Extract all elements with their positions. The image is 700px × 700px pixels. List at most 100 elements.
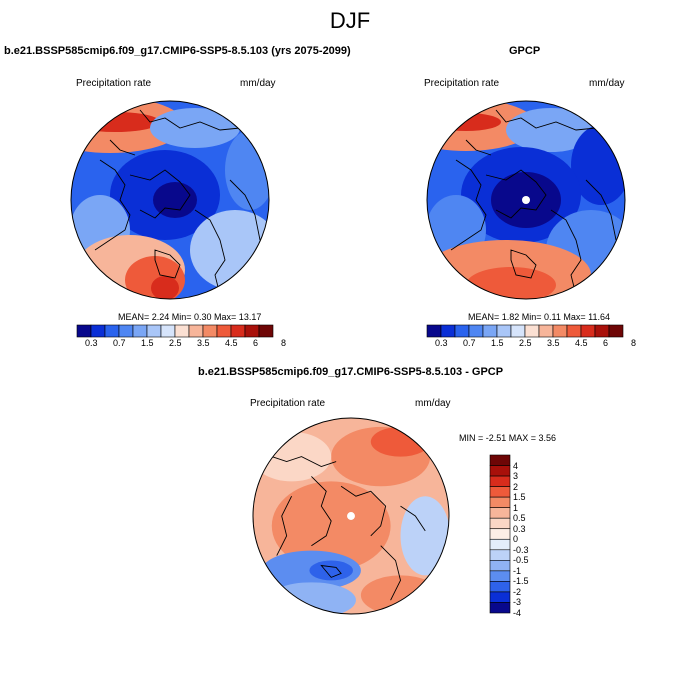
- colorbar-swatch: [160, 324, 176, 338]
- colorbar-swatch: [496, 324, 512, 338]
- colorbar-tick-label: 3: [513, 471, 519, 482]
- colorbar-swatch: [524, 324, 540, 338]
- colorbar-swatch: [566, 324, 582, 338]
- colorbar-tick-label: 6: [253, 338, 259, 348]
- colorbar-swatch: [489, 528, 511, 540]
- colorbar-diff: [489, 454, 511, 614]
- precip-min-arctic: [153, 182, 197, 218]
- diff-negative-east: [400, 496, 450, 576]
- colorbar-swatch: [489, 454, 511, 466]
- map-boundary: [70, 100, 270, 300]
- colorbar-tick-label: -1.5: [513, 576, 529, 587]
- panel-diff-title: b.e21.BSSP585cmip6.f09_g17.CMIP6-SSP5-8.…: [198, 366, 504, 378]
- page-title: DJF: [329, 8, 371, 33]
- colorbar-swatch: [216, 324, 232, 338]
- colorbar-tick-label: 0.7: [113, 338, 126, 348]
- colorbar-swatch: [489, 570, 511, 582]
- colorbar-tick-label: 4: [513, 460, 519, 471]
- colorbar-swatch: [104, 324, 120, 338]
- diff-negative-min: [309, 560, 353, 581]
- colorbar-swatch: [440, 324, 456, 338]
- colorbar-tick-label: 0.5: [513, 513, 526, 524]
- colorbar-swatch: [146, 324, 162, 338]
- panel-model-title: b.e21.BSSP585cmip6.f09_g17.CMIP6-SSP5-8.…: [4, 45, 351, 57]
- panel-obs-left-label: Precipitation rate: [424, 78, 500, 89]
- coastlines-diff: [271, 456, 426, 601]
- panel-diff-left-label: Precipitation rate: [250, 398, 326, 409]
- colorbar-tick-label: 8: [281, 338, 287, 348]
- precip-max-pacific: [431, 113, 501, 131]
- panel-model-stats: MEAN= 2.24 Min= 0.30 Max= 13.17: [118, 312, 262, 322]
- pole-hole: [347, 512, 355, 520]
- colorbar-swatch: [489, 549, 511, 561]
- colorbar-swatch: [489, 538, 511, 551]
- colorbar-swatch: [489, 486, 511, 498]
- colorbar-swatch: [258, 324, 274, 338]
- colorbar-tick-label: 4.5: [575, 338, 588, 348]
- colorbar-tick-label: 3.5: [197, 338, 210, 348]
- colorbar-tick-label: 8: [631, 338, 637, 348]
- panel-obs-stats: MEAN= 1.82 Min= 0.11 Max= 11.64: [468, 312, 610, 322]
- polar-map-obs: [426, 100, 626, 300]
- colorbar-swatch: [489, 602, 511, 614]
- colorbar-tick-label: 2: [513, 481, 519, 492]
- colorbar-swatch: [76, 324, 92, 338]
- precip-mid-alaska: [506, 108, 596, 152]
- map-boundary: [426, 100, 626, 300]
- polar-map-model: [70, 100, 270, 300]
- colorbar-tick-label: 1.5: [513, 492, 526, 503]
- colorbar-swatch: [468, 324, 484, 338]
- map-boundary: [252, 417, 450, 615]
- precip-max-atlantic: [151, 276, 179, 299]
- precip-mid-alaska: [150, 108, 240, 148]
- colorbar-tick-label: 4.5: [225, 338, 238, 348]
- colorbar-tick-label: 2.5: [169, 338, 182, 348]
- colorbar-swatch: [174, 324, 190, 338]
- colorbar-tick-label: 0.3: [435, 338, 448, 348]
- panel-diff-stats: MIN = -2.51 MAX = 3.56: [459, 433, 557, 443]
- colorbar-swatch: [538, 324, 554, 338]
- colorbar-tick-label: 1.5: [141, 338, 154, 348]
- colorbar-tick-label: 1.5: [491, 338, 504, 348]
- colorbar-tick-label: 0: [513, 534, 519, 545]
- colorbar-swatch: [489, 465, 511, 477]
- panel-model-units: mm/day: [240, 78, 276, 89]
- colorbar-tick-label: 6: [603, 338, 609, 348]
- panel-obs-title: GPCP: [509, 45, 541, 57]
- colorbar-swatch: [489, 496, 511, 508]
- colorbar-swatch: [118, 324, 134, 338]
- colorbar-tick-label: -0.5: [513, 555, 529, 566]
- colorbar-tick-label: 0.3: [513, 523, 526, 534]
- colorbar-swatch: [188, 324, 204, 338]
- panel-obs-units: mm/day: [589, 78, 625, 89]
- colorbar-swatch: [489, 560, 511, 572]
- colorbar-tick-label: -1: [513, 565, 522, 576]
- colorbar-obs-ticks: 0.3 0.7 1.5 2.5 3.5 4.5 6 8: [427, 338, 636, 350]
- colorbar-swatch: [244, 324, 260, 338]
- colorbar-swatch: [489, 507, 511, 519]
- colorbar-diff-ticks: 4 3 2 1.5 1 0.5 0.3 0 -0.3 -0.5 -1 -1.5 -2 -3 -4: [511, 455, 551, 618]
- diff-negative-south: [266, 582, 356, 615]
- colorbar-swatch: [552, 324, 568, 338]
- colorbar-swatch: [454, 324, 470, 338]
- coastlines-obs: [450, 109, 617, 296]
- diff-positive-center: [271, 481, 391, 571]
- pole-hole: [522, 196, 530, 204]
- colorbar-swatch: [580, 324, 596, 338]
- colorbar-swatch: [230, 324, 246, 338]
- colorbar-tick-label: 0.3: [85, 338, 98, 348]
- colorbar-swatch: [90, 324, 106, 338]
- diff-weak-pacific: [252, 431, 332, 482]
- colorbar-tick-label: 0.7: [463, 338, 476, 348]
- colorbar-obs: [426, 324, 624, 338]
- panel-model-left-label: Precipitation rate: [76, 78, 152, 89]
- colorbar-tick-label: 3.5: [547, 338, 560, 348]
- colorbar-tick-label: -4: [513, 608, 522, 618]
- colorbar-tick-label: 2.5: [519, 338, 532, 348]
- colorbar-swatch: [202, 324, 218, 338]
- polar-map-diff: [252, 417, 450, 615]
- colorbar-tick-label: -2: [513, 586, 522, 597]
- colorbar-tick-label: -0.3: [513, 544, 529, 555]
- colorbar-swatch: [489, 581, 511, 593]
- colorbar-model-ticks: 0.3 0.7 1.5 2.5 3.5 4.5 6 8: [77, 338, 286, 350]
